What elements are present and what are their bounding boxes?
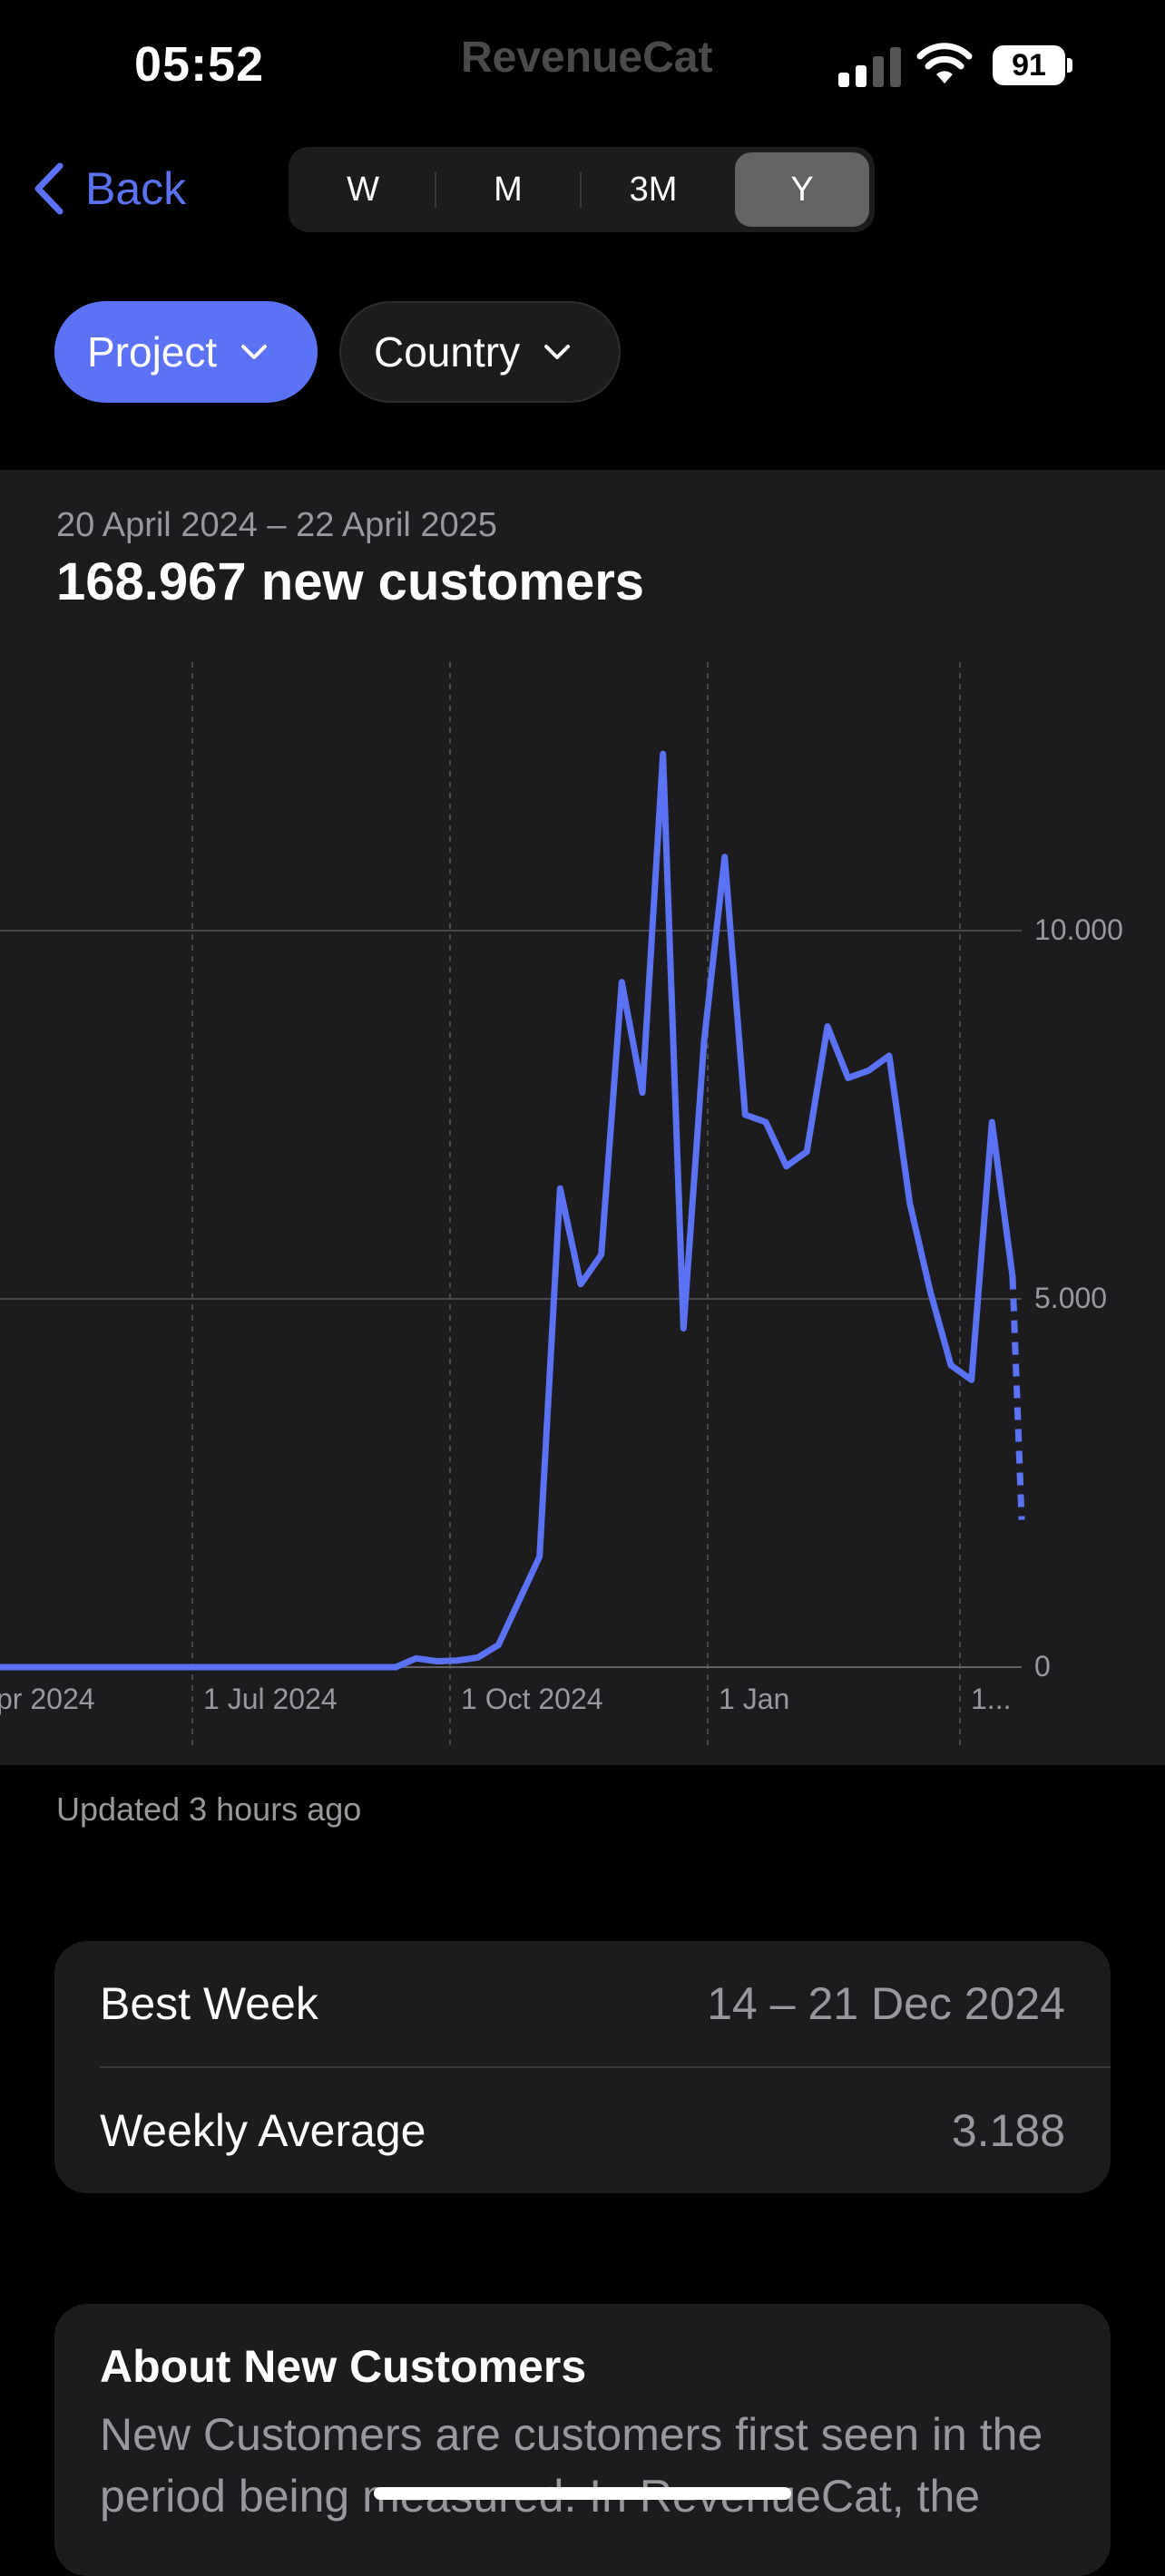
back-button[interactable]: Back xyxy=(33,154,186,223)
chart-card: 20 April 2024 – 22 April 2025 168.967 ne… xyxy=(0,470,1165,1765)
y-tick-label: 10.000 xyxy=(1034,913,1123,946)
status-bar: 05:52 RevenueCat 91 xyxy=(0,0,1165,136)
app-logo: RevenueCat xyxy=(461,34,713,82)
stat-label: Best Week xyxy=(100,1978,318,2029)
wifi-icon xyxy=(916,43,973,83)
home-indicator[interactable] xyxy=(374,2487,791,2500)
battery-tip xyxy=(1067,58,1072,73)
chevron-down-icon xyxy=(241,345,268,359)
stat-value: 3.188 xyxy=(951,2105,1065,2156)
period-segmented-control: W M 3M Y xyxy=(289,147,875,232)
chevron-down-icon xyxy=(544,345,571,359)
y-tick-label: 0 xyxy=(1034,1650,1051,1683)
updated-timestamp: Updated 3 hours ago xyxy=(56,1791,362,1828)
segment-divider xyxy=(435,172,436,209)
cellular-signal-icon xyxy=(838,47,901,87)
divider xyxy=(100,2066,1111,2068)
stats-card: Best Week 14 – 21 Dec 2024 Weekly Averag… xyxy=(54,1941,1111,2193)
project-filter-button[interactable]: Project xyxy=(54,301,318,403)
stat-value: 14 – 21 Dec 2024 xyxy=(707,1978,1065,2029)
segment-divider xyxy=(580,172,582,209)
tab-3-months[interactable]: 3M xyxy=(629,171,678,209)
y-tick-label: 5.000 xyxy=(1034,1282,1107,1314)
tab-week[interactable]: W xyxy=(347,171,379,209)
about-title: About New Customers xyxy=(100,2341,587,2392)
about-card: About New Customers New Customers are cu… xyxy=(54,2304,1111,2576)
x-tick-label: 1 Jan xyxy=(719,1683,789,1715)
tab-month[interactable]: M xyxy=(494,171,523,209)
about-text: New Customers are customers first seen i… xyxy=(100,2409,1043,2522)
x-tick-label: 1 Oct 2024 xyxy=(461,1683,603,1715)
stat-row-weekly-average: Weekly Average 3.188 xyxy=(100,2068,1065,2193)
stat-label: Weekly Average xyxy=(100,2105,426,2156)
x-tick-label: 1... xyxy=(971,1683,1011,1715)
status-time: 05:52 xyxy=(134,37,265,92)
project-filter-label: Project xyxy=(87,328,218,376)
back-label: Back xyxy=(85,163,187,214)
x-tick-label: pr 2024 xyxy=(0,1683,95,1715)
new-customers-chart[interactable]: 10.000 5.000 0 pr 2024 1 Jul 2024 1 Oct … xyxy=(0,470,1165,1765)
battery-level: 91 xyxy=(993,45,1065,85)
date-range: 20 April 2024 – 22 April 2025 xyxy=(56,506,497,544)
partial-period-line xyxy=(1009,1276,1025,1520)
battery-icon: 91 xyxy=(993,45,1072,85)
country-filter-label: Country xyxy=(374,328,521,376)
metric-headline: 168.967 new customers xyxy=(56,552,645,611)
stat-row-best-week: Best Week 14 – 21 Dec 2024 xyxy=(100,1941,1065,2066)
tab-year[interactable]: Y xyxy=(735,152,869,227)
country-filter-button[interactable]: Country xyxy=(339,301,621,403)
chevron-left-icon xyxy=(34,162,64,215)
x-tick-label: 1 Jul 2024 xyxy=(203,1683,338,1715)
series-line xyxy=(0,750,1016,1671)
